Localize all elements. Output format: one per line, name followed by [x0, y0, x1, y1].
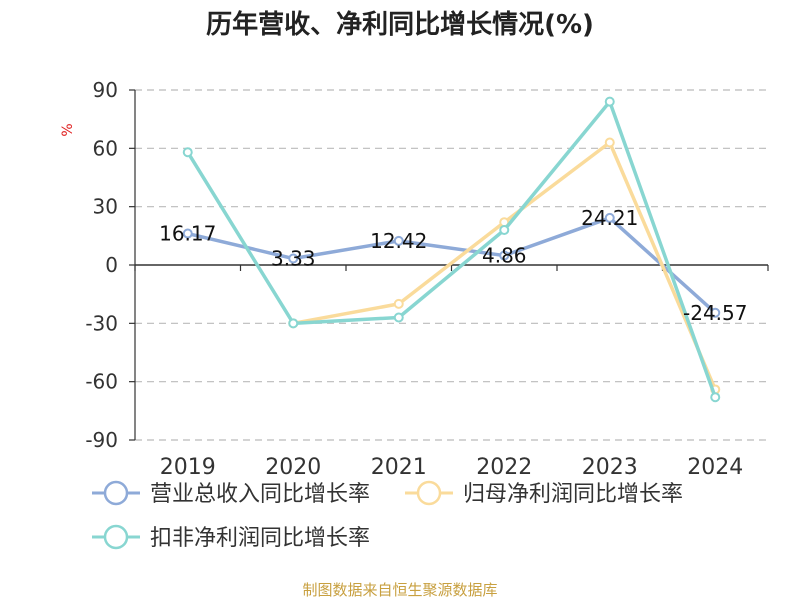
- gridlines: [135, 89, 768, 441]
- series-line-3: [186, 99, 717, 399]
- legend-label: 营业总收入同比增长率: [150, 482, 370, 507]
- data-label: 12.42: [370, 229, 427, 253]
- data-labels: 16.17 3.33 12.42 4.86 24.21 -24.57: [159, 206, 747, 325]
- legend-marker-icon: [103, 480, 129, 506]
- data-point: [710, 392, 721, 403]
- legend-marker-icon: [103, 524, 129, 550]
- y-tick-label: 30: [93, 195, 118, 219]
- y-tick-label: -60: [85, 370, 118, 394]
- data-point: [182, 147, 193, 158]
- x-tick-label: 2020: [265, 455, 321, 480]
- data-point: [604, 212, 615, 223]
- data-point: [288, 253, 299, 264]
- data-point: [604, 96, 615, 107]
- y-tick-label: -30: [85, 311, 118, 335]
- legend-item-2[interactable]: 归母净利润同比增长率: [405, 480, 683, 507]
- legend-item-1[interactable]: 营业总收入同比增长率: [92, 480, 370, 507]
- x-tick-label: 2022: [476, 455, 532, 480]
- data-label: -24.57: [683, 301, 747, 325]
- y-axis-unit: %: [60, 123, 76, 136]
- legend-label: 归母净利润同比增长率: [463, 482, 683, 507]
- data-point: [604, 137, 615, 148]
- legend-marker-icon: [416, 480, 442, 506]
- data-point: [710, 307, 721, 318]
- legend-label: 扣非净利润同比增长率: [150, 526, 370, 551]
- series-lines: [182, 96, 721, 403]
- data-point: [393, 312, 404, 323]
- data-label: 24.21: [581, 206, 638, 230]
- source-note: 制图数据来自恒生聚源数据库: [302, 581, 497, 599]
- x-tick-label: 2021: [371, 455, 427, 480]
- data-point: [182, 228, 193, 239]
- data-point: [499, 225, 510, 235]
- data-label: 4.86: [482, 244, 527, 268]
- data-point: [393, 298, 404, 309]
- data-label: 3.33: [271, 247, 316, 271]
- x-tick-label: 2024: [687, 455, 743, 480]
- legend-item-3[interactable]: 扣非净利润同比增长率: [92, 524, 370, 551]
- data-point: [288, 318, 299, 329]
- data-point: [393, 235, 404, 246]
- data-label: 16.17: [159, 222, 216, 246]
- data-point: [499, 250, 510, 261]
- y-tick-label: 60: [93, 136, 118, 160]
- y-tick-label: 0: [105, 253, 118, 277]
- y-tick-label: 90: [93, 78, 118, 102]
- x-tick-label: 2019: [160, 455, 216, 480]
- x-tick-label: 2023: [582, 455, 638, 480]
- axes: 90 60 30 0 -30 -60 -90 2019 2020 2021 2022 2023 2024: [85, 78, 769, 480]
- chart-title: 历年营收、净利同比增长情况(%): [206, 9, 594, 40]
- series-line-1: [186, 216, 717, 315]
- y-tick-label: -90: [85, 428, 118, 452]
